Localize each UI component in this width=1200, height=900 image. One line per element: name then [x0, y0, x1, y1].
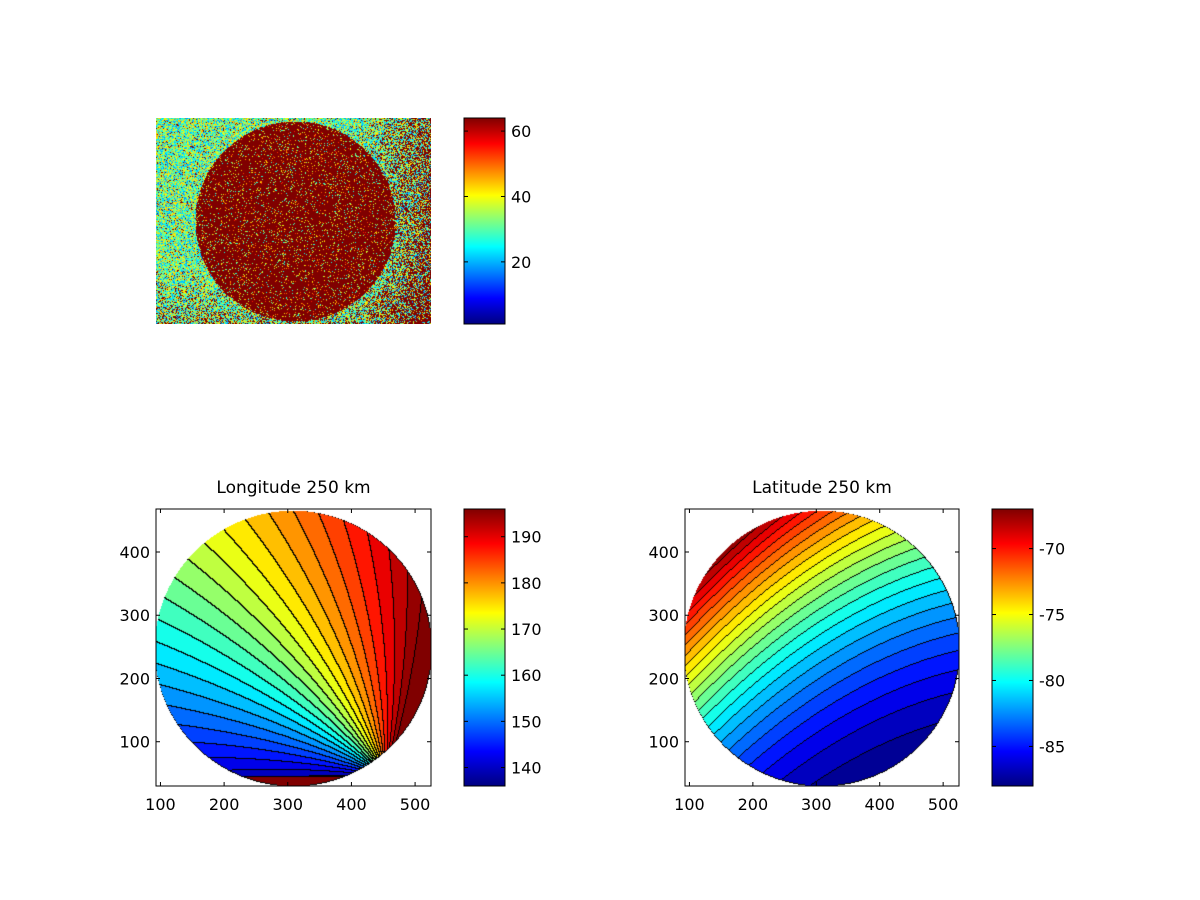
- x-tick-label: 100: [674, 795, 705, 814]
- y-tick-label: 400: [119, 543, 150, 562]
- colorbar-tick-label: 140: [511, 759, 542, 778]
- colorbar-tick-label: 60: [511, 122, 531, 141]
- colorbar-latitude: -85 -80 -75 -70: [991, 508, 1065, 787]
- colorbar-tick-label: 190: [511, 528, 542, 547]
- y-tick-label: 300: [648, 606, 679, 625]
- colorbar-tick-label: 20: [511, 253, 531, 272]
- x-tick-label: 400: [336, 795, 367, 814]
- longitude-panel: 100 200 300 400 500 100 200 300 400 Longitude 250…: [119, 478, 432, 814]
- x-tick-label: 400: [864, 795, 895, 814]
- x-tick-label: 300: [272, 795, 303, 814]
- contour-field: [685, 509, 959, 786]
- y-tick-label: 300: [119, 606, 150, 625]
- chart-title: Latitude 250 km: [752, 478, 892, 498]
- x-tick-label: 100: [145, 795, 176, 814]
- latitude-panel: 100 200 300 400 500 100 200 300 400 Latitude 250 …: [648, 478, 960, 814]
- colorbar-image: 20 40 60: [463, 117, 531, 325]
- x-tick-label: 300: [801, 795, 832, 814]
- x-tick-label: 500: [400, 795, 431, 814]
- colorbar-tick-label: -75: [1039, 606, 1065, 625]
- colorbar-tick-label: -80: [1039, 671, 1065, 690]
- axes-frame: [684, 508, 960, 787]
- axes-frame: [155, 508, 432, 787]
- colorbar-gradient: [991, 508, 1034, 787]
- y-tick-label: 100: [648, 733, 679, 752]
- colorbar-gradient: [463, 508, 506, 787]
- y-tick-label: 200: [648, 669, 679, 688]
- x-tick-label: 200: [738, 795, 769, 814]
- x-tick-label: 500: [928, 795, 959, 814]
- x-tick-label: 200: [209, 795, 240, 814]
- colorbar-tick-label: 180: [511, 574, 542, 593]
- image-panel: [156, 118, 431, 324]
- chart-title: Longitude 250 km: [216, 478, 370, 498]
- colorbar-tick-label: 160: [511, 666, 542, 685]
- y-tick-label: 100: [119, 733, 150, 752]
- colorbar-tick-label: -85: [1039, 737, 1065, 756]
- colorbar-tick-label: 40: [511, 187, 531, 206]
- y-tick-label: 400: [648, 543, 679, 562]
- colorbar-longitude: 140 150 160 170 180 190: [463, 508, 542, 787]
- colorbar-tick-label: -70: [1039, 540, 1065, 559]
- noise-image: [156, 118, 431, 324]
- colorbar-tick-label: 170: [511, 620, 542, 639]
- colorbar-tick-label: 150: [511, 712, 542, 731]
- colorbar-gradient: [463, 117, 506, 325]
- contour-field: [156, 509, 431, 786]
- y-tick-label: 200: [119, 669, 150, 688]
